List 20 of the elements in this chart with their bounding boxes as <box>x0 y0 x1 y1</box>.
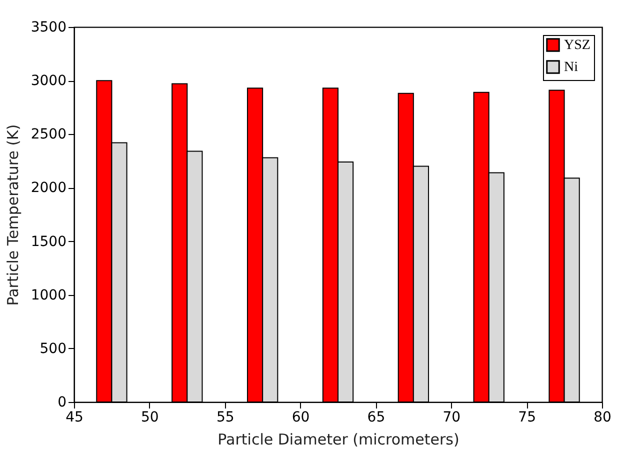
x-tick-label: 65 <box>367 410 386 426</box>
y-tick-label: 2500 <box>30 126 66 143</box>
y-tick-label: 3000 <box>30 73 66 90</box>
y-tick-label: 0 <box>58 394 66 410</box>
x-tick-label: 70 <box>442 410 461 426</box>
legend-label: YSZ <box>564 38 590 53</box>
y-tick-label: 1500 <box>30 234 66 250</box>
y-axis-title: Particle Temperature (K) <box>4 124 22 306</box>
x-tick-label: 80 <box>594 410 612 426</box>
x-tick-label: 50 <box>141 410 159 426</box>
x-tick-label: 45 <box>66 410 84 426</box>
y-tick-label: 500 <box>40 340 66 357</box>
x-tick-label: 55 <box>216 410 234 426</box>
legend-label: Ni <box>564 60 578 75</box>
x-tick-label: 75 <box>518 410 536 426</box>
y-tick-label: 3500 <box>30 20 66 36</box>
y-tick-label: 1000 <box>30 287 66 304</box>
x-axis-title: Particle Diameter (micrometers) <box>218 430 460 448</box>
x-tick-label: 60 <box>292 410 310 426</box>
y-tick-label: 2000 <box>30 180 66 196</box>
